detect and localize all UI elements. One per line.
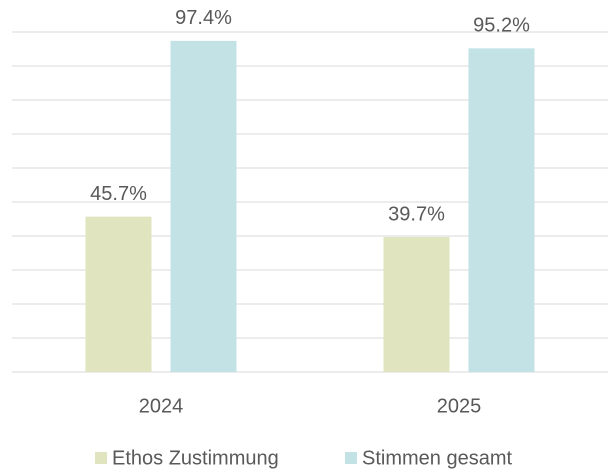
bar: [383, 237, 450, 372]
x-tick-label: 2025: [437, 395, 482, 417]
legend-swatch: [345, 452, 357, 464]
bar: [85, 216, 152, 372]
x-tick-label: 2024: [139, 395, 184, 417]
bar: [170, 40, 237, 373]
data-label: 95.2%: [473, 15, 530, 37]
legend-label: Stimmen gesamt: [362, 447, 512, 469]
legend-swatch: [95, 452, 107, 464]
bar: [468, 48, 535, 372]
data-label: 45.7%: [90, 183, 147, 205]
legend-label: Ethos Zustimmung: [112, 447, 279, 469]
data-label: 39.7%: [388, 203, 445, 225]
data-label: 97.4%: [175, 7, 232, 29]
